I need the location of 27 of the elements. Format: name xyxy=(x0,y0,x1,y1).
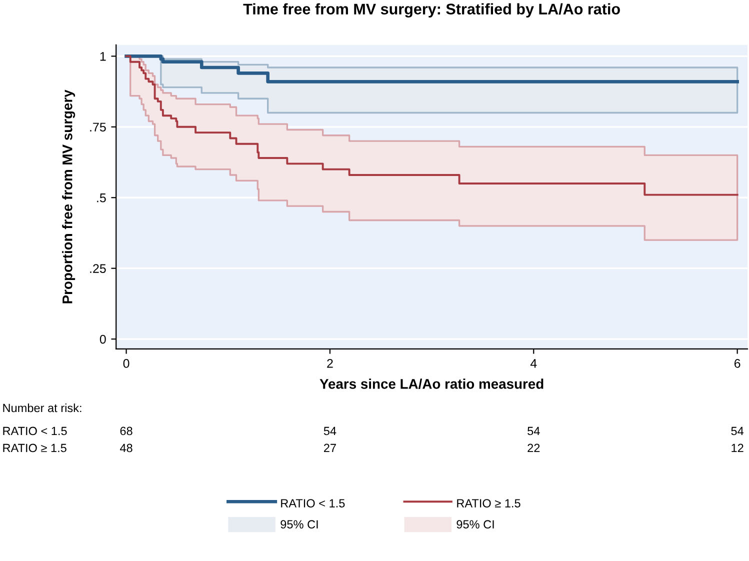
x-tick-label: 6 xyxy=(734,358,740,368)
y-tick-label: .25 xyxy=(90,264,106,273)
text: 54 xyxy=(731,426,744,436)
text: RATIO < 1.5 xyxy=(3,426,67,436)
text: 68 xyxy=(120,426,132,436)
text: 95% CI xyxy=(280,520,318,529)
text: 22 xyxy=(528,444,540,452)
text: RATIO ≥ 1.5 xyxy=(3,444,66,452)
y-axis-title: Proportion free from MV surgery xyxy=(62,90,76,304)
y-tick-label: 0 xyxy=(100,334,106,344)
text: 48 xyxy=(120,444,132,452)
x-tick-label: 0 xyxy=(123,358,130,368)
x-axis-title: Years since LA/Ao ratio measured xyxy=(320,378,544,389)
y-tick-label: 1 xyxy=(100,52,106,61)
chart-title: Time free from MV surgery: Stratified by LA/Ao ratio xyxy=(243,3,620,18)
text: 95% CI xyxy=(456,520,494,529)
text: 12 xyxy=(732,444,744,452)
x-tick-label: 2 xyxy=(327,358,333,368)
legend-label: RATIO < 1.5 xyxy=(281,499,345,508)
x-tick-label: 4 xyxy=(530,359,537,368)
y-tick-label: .75 xyxy=(90,122,106,132)
text: 54 xyxy=(324,426,336,436)
text: 27 xyxy=(324,444,336,452)
y-tick-label: .5 xyxy=(97,194,106,202)
text: Number at risk: xyxy=(3,403,82,412)
text: 54 xyxy=(528,426,540,436)
legend-label: RATIO ≥ 1.5 xyxy=(457,499,520,508)
